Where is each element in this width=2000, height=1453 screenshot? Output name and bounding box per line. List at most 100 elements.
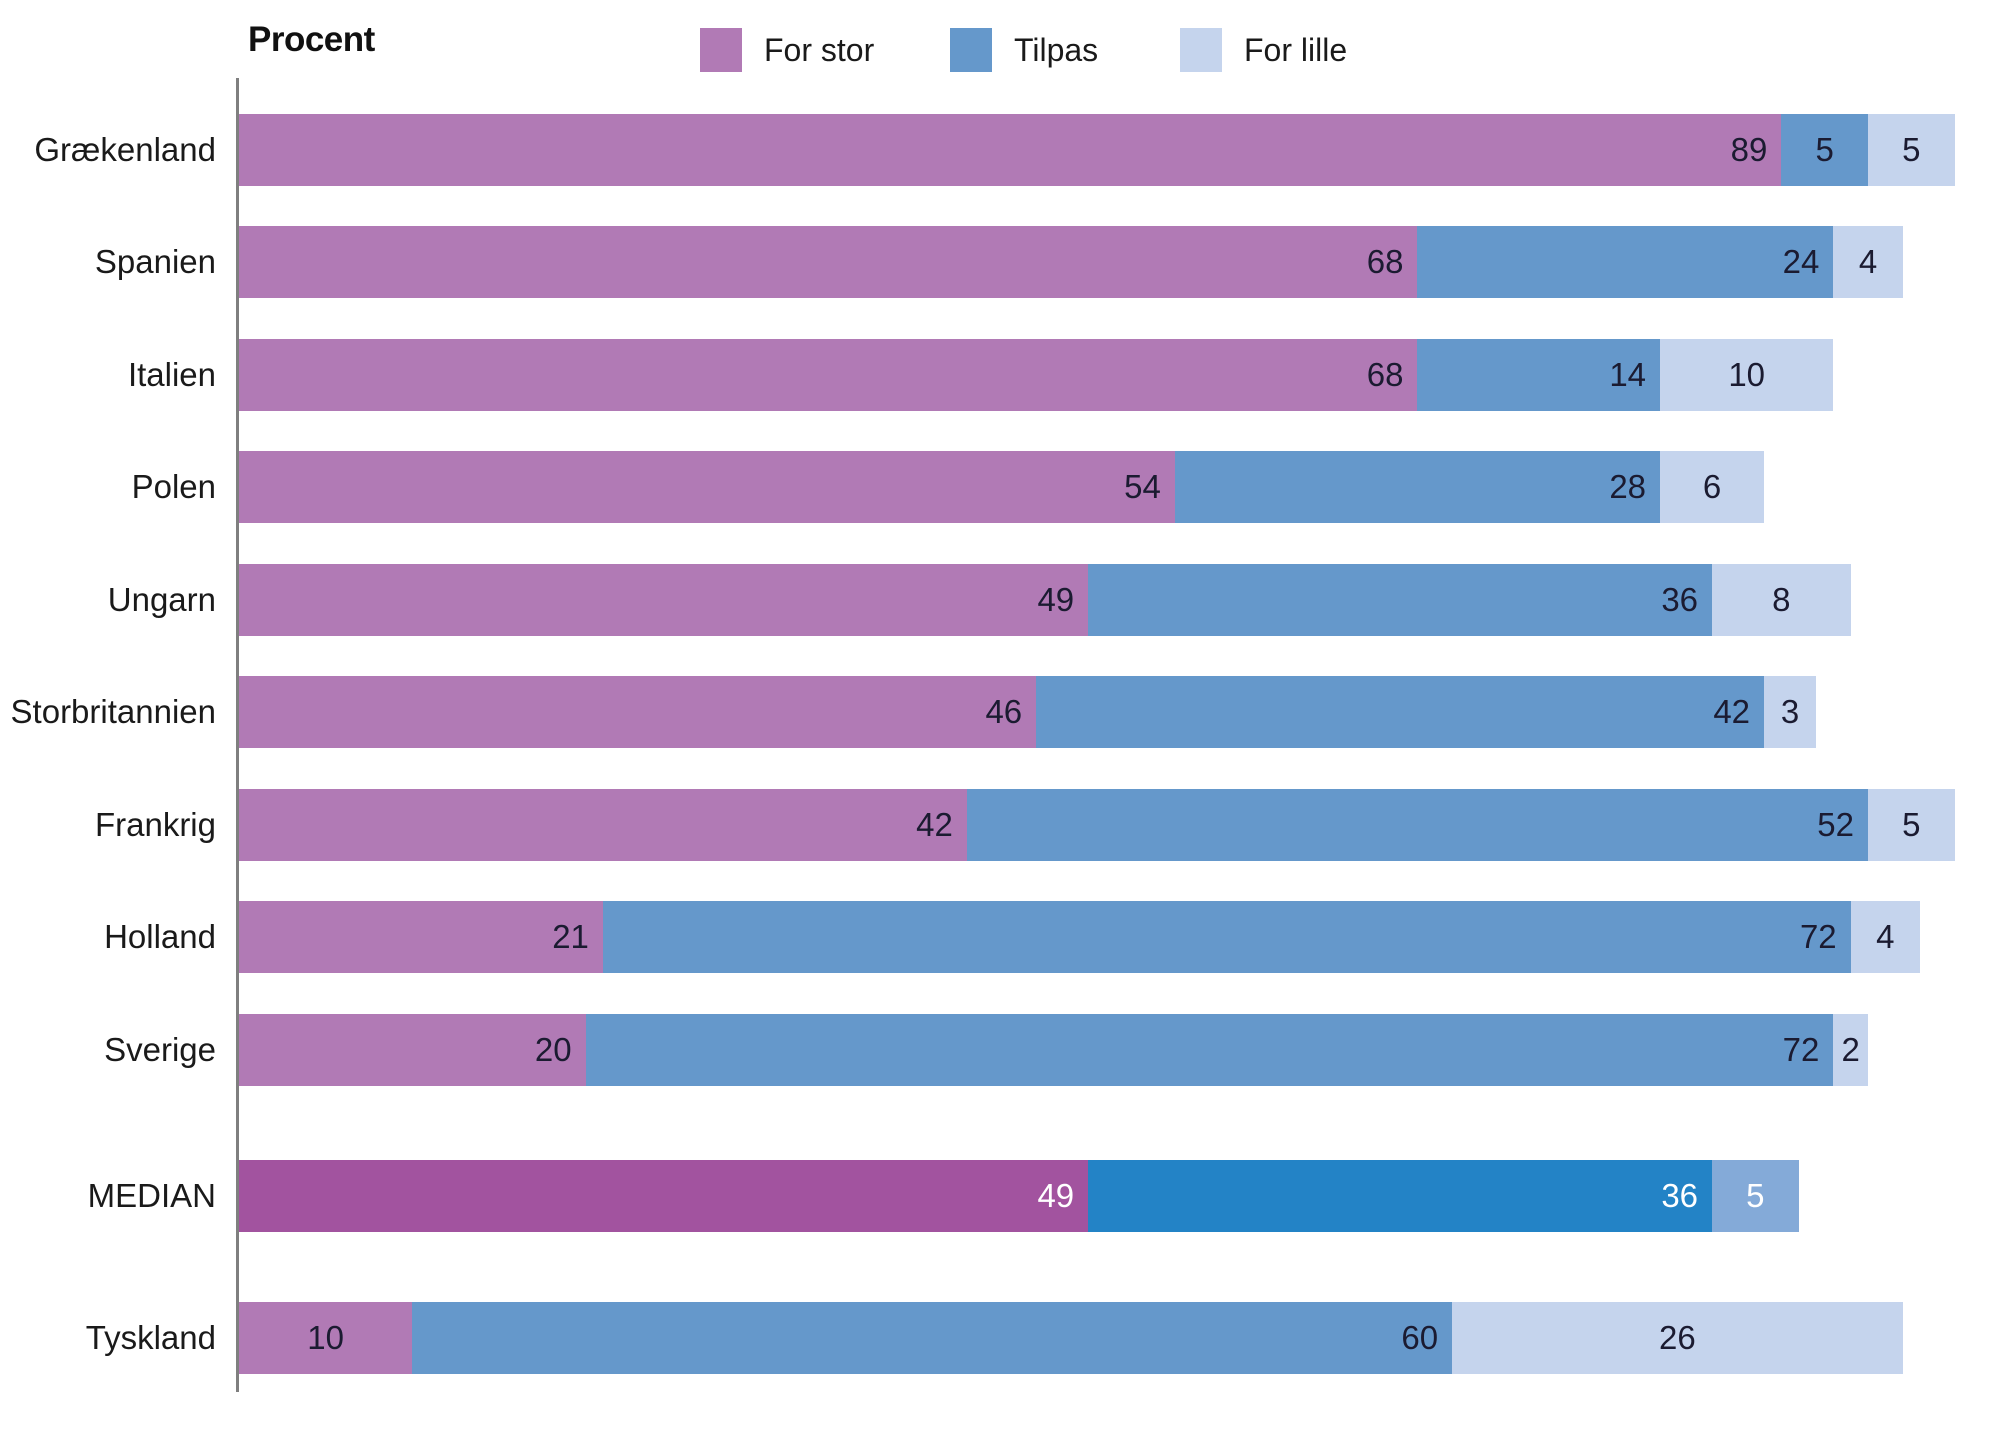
legend-swatch-tilpas-icon [950,28,992,72]
category-label: Italien [127,356,216,393]
segment-value: 72 [1799,918,1837,955]
bar-segment: 2 [1833,1014,1868,1086]
segment-value: 46 [985,693,1023,730]
stacked-bar: 21 72 4 [239,901,1972,973]
bar-segment: 28 [1174,451,1661,523]
segment-value: 5 [1902,131,1921,168]
category-label: Ungarn [107,581,216,618]
bar-segment: 4 [1850,901,1920,973]
bar-segment: 3 [1764,676,1817,748]
segment-value: 49 [1037,1177,1075,1214]
bar-segment: 46 [239,676,1037,748]
segment-value: 5 [1815,131,1834,168]
bar-row: Polen 54 28 6 [0,451,2000,523]
segment-value: 3 [1780,693,1800,730]
stacked-bar: 89 5 5 [239,114,1972,186]
category-label: Holland [104,918,216,955]
legend-label-tilpas: Tilpas [1014,31,1099,68]
legend-swatch-for-lille-icon [1180,28,1222,72]
segment-value: 6 [1702,468,1722,505]
segment-value: 42 [1713,693,1751,730]
bar-row: MEDIAN 49 36 5 [0,1160,2000,1232]
bar-row: Grækenland 89 5 5 [0,114,2000,186]
bar-segment: 72 [585,1014,1834,1086]
legend-label-for-lille: For lille [1244,31,1348,68]
segment-value: 72 [1782,1031,1820,1068]
category-label: Polen [131,468,216,505]
segment-value: 49 [1037,581,1075,618]
segment-value: 4 [1876,918,1895,955]
segment-value: 10 [1728,356,1766,393]
segment-value: 21 [552,918,589,955]
legend-label-for-stor: For stor [764,31,875,68]
segment-value: 42 [916,806,953,843]
bar-row: Frankrig 42 52 5 [0,789,2000,861]
bar-segment: 5 [1868,789,1955,861]
bar-row: Italien 68 14 10 [0,339,2000,411]
bar-segment: 5 [1712,1160,1799,1232]
stacked-bar: 49 36 5 [239,1160,1972,1232]
segment-value: 5 [1746,1177,1765,1214]
bar-segment: 24 [1417,226,1834,298]
bar-segment: 5 [1868,114,1955,186]
bar-segment: 49 [239,564,1089,636]
bar-segment: 54 [239,451,1175,523]
legend-item-for-lille: For lille [1180,28,1347,72]
bar-segment: 21 [239,901,603,973]
bar-row: Holland 21 72 4 [0,901,2000,973]
category-label: Spanien [94,243,216,280]
segment-value: 24 [1782,243,1820,280]
bar-segment: 14 [1417,339,1661,411]
legend-item-tilpas: Tilpas [950,28,1098,72]
y-axis-line [236,78,239,1392]
bar-segment: 4 [1833,226,1903,298]
bar-row: Ungarn 49 36 8 [0,564,2000,636]
segment-value: 26 [1659,1319,1696,1356]
bar-segment: 6 [1660,451,1765,523]
segment-value: 36 [1661,581,1699,618]
bar-segment: 10 [1660,339,1834,411]
bar-segment: 72 [602,901,1851,973]
bar-segment: 26 [1452,1302,1903,1374]
bar-segment: 89 [239,114,1782,186]
bar-segment: 68 [239,226,1418,298]
stacked-bar: 42 52 5 [239,789,1972,861]
segment-value: 4 [1858,243,1878,280]
segment-value: 20 [534,1031,572,1068]
category-label: Storbritannien [10,693,216,730]
segment-value: 52 [1817,806,1855,843]
category-label: Tyskland [85,1319,216,1356]
bar-segment: 42 [1036,676,1765,748]
bar-segment: 8 [1712,564,1851,636]
segment-value: 8 [1772,581,1791,618]
bar-segment: 20 [239,1014,586,1086]
segment-value: 36 [1661,1177,1699,1214]
segment-value: 68 [1366,243,1404,280]
bar-segment: 42 [239,789,967,861]
legend-swatch-for-stor-icon [700,28,742,72]
segment-value: 89 [1730,131,1768,168]
bar-segment: 49 [239,1160,1089,1232]
bar-segment: 52 [966,789,1869,861]
segment-value: 28 [1609,468,1647,505]
category-label: MEDIAN [87,1177,216,1214]
bar-row: Tyskland 10 60 26 [0,1302,2000,1374]
segment-value: 5 [1902,806,1921,843]
stacked-bar: 20 72 2 [239,1014,1972,1086]
bar-segment: 36 [1088,1160,1713,1232]
category-label: Grækenland [34,131,216,168]
axis-title: Procent [248,20,375,59]
segment-value: 14 [1609,356,1647,393]
bar-row: Spanien 68 24 4 [0,226,2000,298]
stacked-bar: 68 24 4 [239,226,1972,298]
segment-value: 68 [1366,356,1404,393]
stacked-bar: 46 42 3 [239,676,1972,748]
segment-value: 54 [1124,468,1161,505]
bar-segment: 10 [239,1302,413,1374]
bar-segment: 68 [239,339,1418,411]
category-label: Frankrig [94,806,216,843]
segment-value: 10 [307,1319,344,1356]
segment-value: 2 [1841,1031,1860,1068]
bar-row: Sverige 20 72 2 [0,1014,2000,1086]
